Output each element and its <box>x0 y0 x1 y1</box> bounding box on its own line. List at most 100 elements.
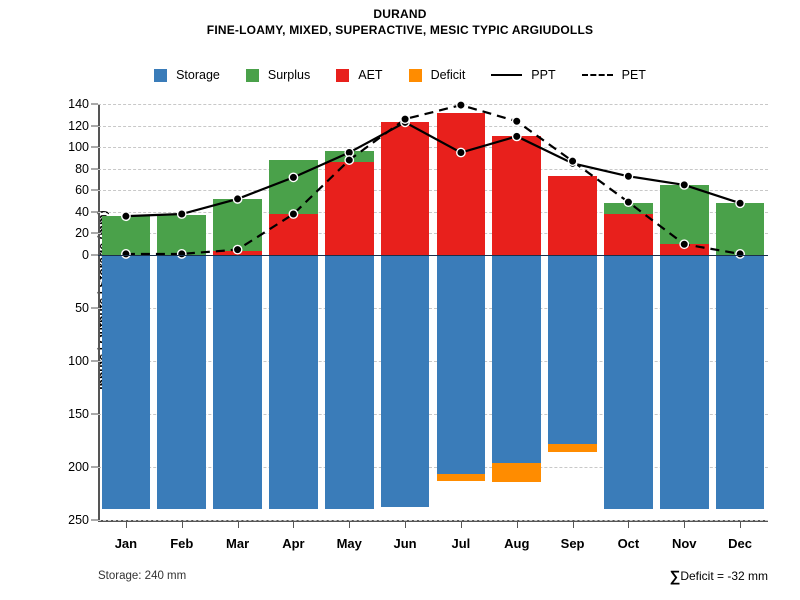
data-point-pet <box>400 114 410 124</box>
bar-segment-storage <box>101 255 151 510</box>
bar-segment-storage <box>604 255 653 510</box>
bar-segment-storage <box>380 255 430 508</box>
data-point-ppt <box>176 209 187 219</box>
y-axis-tick-mark <box>91 103 98 105</box>
bar-segment-deficit <box>492 462 542 482</box>
bar-segment-surplus <box>604 203 653 214</box>
legend-label: Storage <box>176 68 220 82</box>
data-point-pet <box>735 249 745 259</box>
data-point-ppt <box>456 147 466 158</box>
bar-column-aug[interactable] <box>492 104 542 522</box>
x-axis-tick-mark <box>405 522 407 528</box>
bar-column-sep[interactable] <box>548 104 597 522</box>
bar-column-jan[interactable] <box>101 104 151 522</box>
bar-segment-aet <box>604 214 653 255</box>
y-axis-tick-label: 50 <box>75 301 89 315</box>
bar-column-dec[interactable] <box>715 104 765 522</box>
bar-column-nov[interactable] <box>659 104 709 522</box>
gridline <box>98 308 768 309</box>
x-axis-tick-mark <box>349 522 351 528</box>
data-point-ppt <box>735 198 745 209</box>
data-point-pet <box>623 197 634 208</box>
gridline <box>98 211 768 213</box>
bar-column-jul[interactable] <box>436 104 486 522</box>
gridline <box>98 414 768 415</box>
y-axis-tick-label: 150 <box>68 407 89 421</box>
legend-item-surplus[interactable]: Surplus <box>245 68 311 82</box>
y-axis-tick-mark <box>91 232 98 234</box>
legend-item-ppt[interactable]: PPT <box>491 68 556 82</box>
bar-segment-surplus <box>659 184 709 245</box>
x-axis-tick-label-nov: Nov <box>671 536 697 551</box>
gridline <box>98 361 768 362</box>
gridline <box>98 125 768 127</box>
deficit-sum-text: Deficit = -32 mm <box>680 569 768 583</box>
bar-segment-storage <box>213 255 262 510</box>
data-point-pet <box>511 116 522 127</box>
gridline <box>98 104 768 105</box>
data-point-pet <box>288 209 299 219</box>
x-axis-tick-label-jul: Jul <box>451 536 471 551</box>
data-point-pet <box>121 249 131 259</box>
chart-subtitle: FINE-LOAMY, MIXED, SUPERACTIVE, MESIC TY… <box>206 23 594 37</box>
legend-item-deficit[interactable]: Deficit <box>408 68 466 82</box>
bar-segment-aet <box>436 112 486 255</box>
zero-baseline <box>98 255 768 256</box>
y-axis-tick-mark <box>91 146 98 148</box>
x-axis-tick-label-aug: Aug <box>504 536 530 551</box>
y-axis-tick-label: 120 <box>68 118 89 133</box>
x-axis-tick-mark <box>460 522 462 528</box>
y-axis-tick-mark <box>91 189 98 191</box>
bar-segment-storage <box>436 255 486 475</box>
data-point-ppt <box>679 179 690 190</box>
legend-label: Deficit <box>430 68 466 82</box>
x-axis-tick-mark <box>293 522 295 528</box>
bar-segment-deficit <box>548 443 597 453</box>
y-axis-tick-label: 250 <box>68 513 89 527</box>
y-axis-tick-mark <box>91 125 98 127</box>
bar-segment-storage <box>548 255 597 444</box>
x-axis-tick-label-may: May <box>336 536 362 551</box>
y-axis-tick-label: 60 <box>75 183 89 198</box>
data-point-ppt <box>288 172 299 183</box>
gridline <box>98 233 768 235</box>
legend-label: PET <box>621 68 646 82</box>
bar-column-feb[interactable] <box>157 104 207 522</box>
x-axis-tick-mark <box>684 522 686 528</box>
legend-label: Surplus <box>267 68 311 82</box>
bar-column-may[interactable] <box>324 104 374 522</box>
line-series-layer <box>121 100 745 259</box>
gridline <box>98 147 768 149</box>
y-axis-tick-label: 40 <box>75 204 89 219</box>
bar-column-jun[interactable] <box>380 104 430 522</box>
y-axis-tick-label: 20 <box>75 226 89 241</box>
x-axis-tick-mark <box>237 522 239 528</box>
y-axis-tick-mark <box>91 254 98 256</box>
legend-item-storage[interactable]: Storage <box>154 68 220 82</box>
data-point-ppt <box>232 194 243 204</box>
bar-column-oct[interactable] <box>604 104 653 522</box>
line-series-ppt <box>125 121 741 218</box>
y-axis-tick-label: 200 <box>68 460 89 474</box>
x-axis-tick-label-jan: Jan <box>114 536 138 551</box>
bar-column-mar[interactable] <box>213 104 262 522</box>
data-point-pet <box>344 155 355 165</box>
legend-item-pet[interactable]: PET <box>581 68 646 82</box>
x-axis-tick-mark <box>516 522 518 528</box>
legend-label: PPT <box>531 68 556 82</box>
data-point-ppt <box>511 131 522 142</box>
y-axis-tick-mark <box>91 466 98 468</box>
bar-segment-storage <box>269 255 318 510</box>
sigma-icon: ∑ <box>669 568 681 585</box>
x-axis-tick-label-oct: Oct <box>617 536 640 551</box>
chart-legend: Storage Surplus AET Deficit PPT PET <box>0 68 800 82</box>
y-axis-tick-mark <box>91 168 98 170</box>
gridline <box>98 520 768 521</box>
page-title: DURAND <box>373 7 427 21</box>
bar-group <box>98 104 768 522</box>
y-axis-tick-label: 100 <box>68 140 89 155</box>
legend-item-aet[interactable]: AET <box>336 68 383 82</box>
x-axis-tick-label-feb: Feb <box>170 536 194 551</box>
bar-column-apr[interactable] <box>269 104 318 522</box>
